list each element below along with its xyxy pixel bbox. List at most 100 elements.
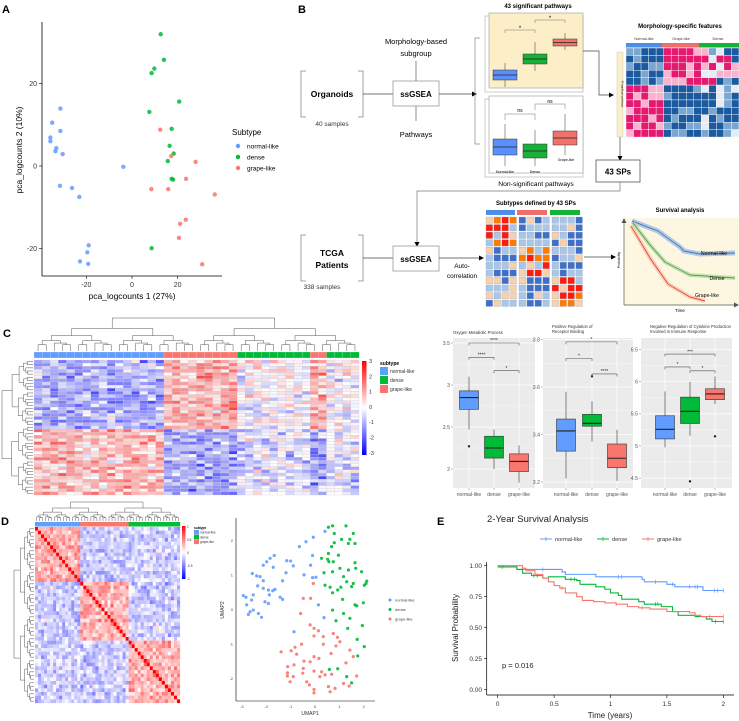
heatmap-cell xyxy=(90,435,100,439)
y-tick-label: 3.2 xyxy=(533,480,540,486)
correlation-cell xyxy=(92,681,96,685)
correlation-cell xyxy=(89,563,93,568)
boxplot-outlier xyxy=(688,480,692,483)
correlation-cell xyxy=(62,585,66,590)
heatmap-cell xyxy=(212,410,221,414)
heatmap-cell xyxy=(237,479,246,483)
heatmap-cell xyxy=(212,488,221,492)
correlation-cell xyxy=(44,563,48,568)
heatmap-cell xyxy=(172,444,181,449)
heatmap-cell xyxy=(58,366,67,370)
correlation-cell xyxy=(35,633,39,638)
correlation-cell xyxy=(62,640,66,645)
correlation-cell xyxy=(116,633,120,638)
heatmap-cell xyxy=(74,410,83,414)
correlation-cell xyxy=(113,666,117,671)
correlation-cell xyxy=(143,538,147,542)
heatmap-cell xyxy=(42,444,51,449)
correlation-cell xyxy=(161,688,165,693)
correlation-cell xyxy=(44,556,48,561)
correlation-cell xyxy=(116,574,120,579)
significance-mark: ns xyxy=(547,99,553,105)
survival-mini-ylabel: Probability xyxy=(617,252,621,269)
correlation-cell xyxy=(59,574,63,579)
subtypes-heatmap-cell xyxy=(501,292,509,300)
correlation-cell xyxy=(134,530,138,535)
heatmap-cell xyxy=(334,400,343,405)
correlation-cell xyxy=(59,545,63,550)
correlation-cell xyxy=(155,673,159,678)
correlation-cell xyxy=(65,607,69,612)
correlation-cell xyxy=(134,571,138,575)
correlation-cell xyxy=(71,600,75,605)
heatmap-cell xyxy=(180,450,189,455)
correlation-cell xyxy=(128,593,132,597)
correlation-cell xyxy=(152,626,156,630)
features-heatmap-cell xyxy=(716,121,725,130)
correlation-cell xyxy=(41,633,45,638)
boxplot-box-grape-like xyxy=(509,453,529,472)
legend-label: normal-like xyxy=(247,144,279,151)
features-heatmap-cell xyxy=(670,99,679,108)
correlation-cell xyxy=(143,688,147,693)
heatmap-cell xyxy=(253,479,262,483)
correlation-cell xyxy=(113,626,117,630)
heatmap-cell xyxy=(204,482,213,486)
correlation-cell xyxy=(77,648,81,652)
column-annotation-dense xyxy=(237,351,246,359)
subtypes-heatmap-cell xyxy=(501,216,509,224)
correlation-cell xyxy=(131,593,135,597)
correlation-cell xyxy=(83,582,87,586)
panel-label-c: C xyxy=(3,328,11,340)
column-annotation-normal-like xyxy=(62,522,66,527)
correlation-cell xyxy=(152,560,156,564)
correlation-cell xyxy=(140,600,144,605)
heatmap-cell xyxy=(82,410,91,414)
heatmap-cell xyxy=(293,441,303,445)
heatmap-cell xyxy=(66,454,75,458)
correlation-cell xyxy=(41,538,45,542)
correlation-cell xyxy=(56,677,60,682)
correlation-cell xyxy=(170,695,175,700)
heatmap-cell xyxy=(334,359,343,364)
correlation-cell xyxy=(170,607,175,612)
heatmap-cell xyxy=(269,425,278,430)
heatmap-cell xyxy=(147,388,156,392)
heatmap-cell xyxy=(228,450,238,455)
heatmap-cell xyxy=(261,413,270,417)
correlation-cell xyxy=(47,655,51,660)
correlation-cell xyxy=(137,622,141,627)
heatmap-cell xyxy=(90,406,100,411)
features-heatmap-cell xyxy=(723,47,732,56)
correlation-cell xyxy=(104,560,108,564)
correlation-cell xyxy=(92,574,96,579)
correlation-cell xyxy=(140,582,144,586)
correlation-cell xyxy=(47,637,51,641)
correlation-cell xyxy=(158,582,162,586)
correlation-cell xyxy=(170,571,175,575)
correlation-cell xyxy=(137,541,141,546)
correlation-cell xyxy=(155,633,159,638)
correlation-cell xyxy=(47,549,51,553)
heatmap-cell xyxy=(163,397,173,401)
heatmap-cell xyxy=(220,466,230,471)
correlation-cell xyxy=(173,692,178,696)
features-heatmap-cell xyxy=(648,99,657,108)
correlation-cell xyxy=(149,563,153,568)
heatmap-cell xyxy=(98,416,108,420)
column-annotation-normal-like xyxy=(38,522,42,527)
heatmap-cell xyxy=(172,472,181,477)
heatmap-cell xyxy=(131,441,140,445)
correlation-cell xyxy=(122,541,126,546)
correlation-cell xyxy=(59,677,63,682)
heatmap-cell xyxy=(82,447,91,452)
heatmap-cell xyxy=(188,466,197,471)
heatmap-cell xyxy=(107,466,116,471)
correlation-cell xyxy=(122,681,126,685)
correlation-cell xyxy=(155,556,159,561)
correlation-cell xyxy=(80,681,84,685)
correlation-cell xyxy=(86,677,90,682)
heatmap-cell xyxy=(293,397,303,401)
correlation-cell xyxy=(65,585,69,590)
correlation-cell xyxy=(56,593,60,597)
